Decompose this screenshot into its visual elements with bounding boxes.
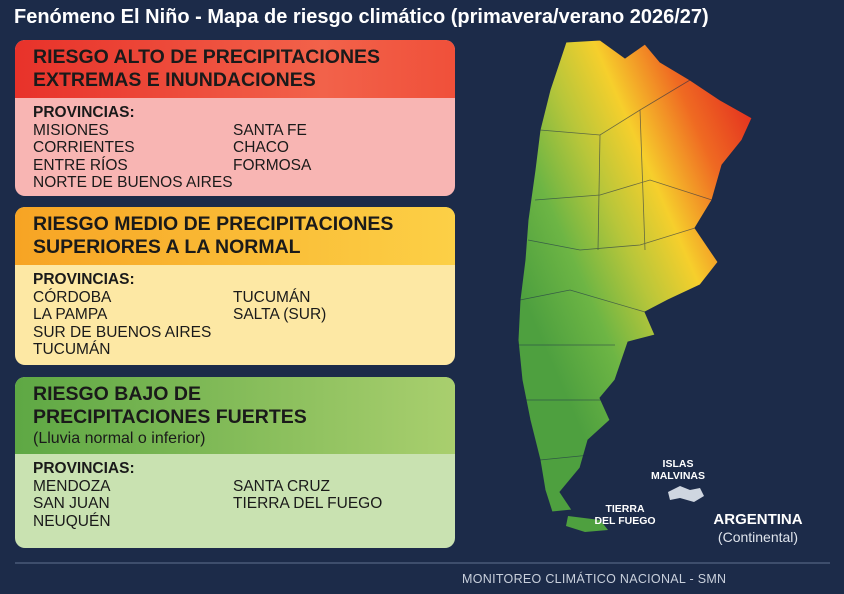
province-column: MISIONES CORRIENTES ENTRE RÍOS NORTE DE BUE… <box>33 122 233 192</box>
country-label: ARGENTINA <box>713 511 802 528</box>
province-column: SANTA CRUZ TIERRA DEL FUEGO <box>233 478 382 531</box>
province: TUCUMÁN <box>33 341 111 358</box>
risk-panel: RIESGO MEDIO DE PRECIPITACIONES SUPERIORE… <box>15 207 455 365</box>
panel-note: (Lluvia normal o inferior) <box>33 430 206 447</box>
province-borders <box>518 79 713 461</box>
province: SUR DE BUENOS AIRES <box>33 323 212 341</box>
malvinas-label: ISLAS <box>663 458 694 470</box>
argentina-shape <box>517 39 753 513</box>
province-columns: CÓRDOBA LA PAMPA SUR DE BUENOS AIRES TUCUMÁ… <box>33 289 437 359</box>
province: MENDOZA <box>33 477 111 495</box>
province: NEUQUÉN <box>33 512 111 530</box>
panel-body: PROVINCIAS: MENDOZA SAN JUAN NEUQUÉN SANTA C… <box>15 454 455 530</box>
panel-heading: RIESGO ALTO DE PRECIPITACIONES <box>33 46 381 68</box>
panel-body: PROVINCIAS: MISIONES CORRIENTES ENTRE RÍOS N… <box>15 98 455 192</box>
malvinas-shape <box>668 486 704 502</box>
provinces-label: PROVINCIAS: <box>33 271 135 288</box>
province-columns: MENDOZA SAN JUAN NEUQUÉN SANTA CRUZ TIERRA D… <box>33 478 437 531</box>
country-note: (Continental) <box>718 529 798 545</box>
panel-heading: PRECIPITACIONES FUERTES <box>33 406 307 428</box>
province-column: MENDOZA SAN JUAN NEUQUÉN <box>33 478 233 531</box>
province: NORTE DE BUENOS AIRES <box>33 174 233 191</box>
province: LA PAMPA <box>33 306 108 323</box>
province: TUCUMÁN <box>233 288 311 306</box>
title: Fenómeno El Niño - Mapa de riesgo climát… <box>14 6 709 28</box>
province: TIERRA DEL FUEGO <box>233 495 383 512</box>
province: SAN JUAN <box>33 495 110 512</box>
panel-heading: EXTREMAS E INUNDACIONES <box>33 69 316 91</box>
panel-header: RIESGO BAJO DE PRECIPITACIONES FUERTES (Ll… <box>15 377 455 454</box>
panel-heading: SUPERIORES A LA NORMAL <box>33 236 301 258</box>
province: ENTRE RÍOS <box>33 156 128 174</box>
province: MISIONES <box>33 121 109 139</box>
risk-panel: RIESGO ALTO DE PRECIPITACIONES EXTREMAS E… <box>15 40 455 196</box>
province-column: TUCUMÁN SALTA (SUR) <box>233 289 326 359</box>
tierra-del-fuego-shape <box>566 516 608 532</box>
risk-panel: RIESGO BAJO DE PRECIPITACIONES FUERTES (Ll… <box>15 377 455 548</box>
panel-header: RIESGO MEDIO DE PRECIPITACIONES SUPERIORE… <box>15 207 455 265</box>
panel-body: PROVINCIAS: CÓRDOBA LA PAMPA SUR DE BUENOS … <box>15 265 455 359</box>
provinces-label: PROVINCIAS: <box>33 104 135 121</box>
province: SANTA FE <box>233 121 307 139</box>
province-column: CÓRDOBA LA PAMPA SUR DE BUENOS AIRES TUCUMÁ… <box>33 289 233 359</box>
province: SANTA CRUZ <box>233 477 331 495</box>
province-column: SANTA FE CHACO FORMOSA <box>233 122 311 192</box>
province: SALTA (SUR) <box>233 306 327 323</box>
province: CHACO <box>233 139 289 156</box>
tierra-del-fuego-label: TIERRA <box>605 503 645 515</box>
malvinas-label: MALVINAS <box>651 470 705 482</box>
province: FORMOSA <box>233 156 312 174</box>
panel-heading: RIESGO MEDIO DE PRECIPITACIONES <box>33 213 394 235</box>
province: CÓRDOBA <box>33 288 112 306</box>
provinces-label: PROVINCIAS: <box>33 460 135 477</box>
province-columns: MISIONES CORRIENTES ENTRE RÍOS NORTE DE BUE… <box>33 122 437 192</box>
footer: MONITOREO CLIMÁTICO NACIONAL - SMN <box>462 572 727 586</box>
tierra-del-fuego-label: DEL FUEGO <box>594 515 655 527</box>
panel-heading: RIESGO BAJO DE <box>33 383 201 405</box>
panel-header: RIESGO ALTO DE PRECIPITACIONES EXTREMAS E… <box>15 40 455 98</box>
province: CORRIENTES <box>33 139 135 156</box>
